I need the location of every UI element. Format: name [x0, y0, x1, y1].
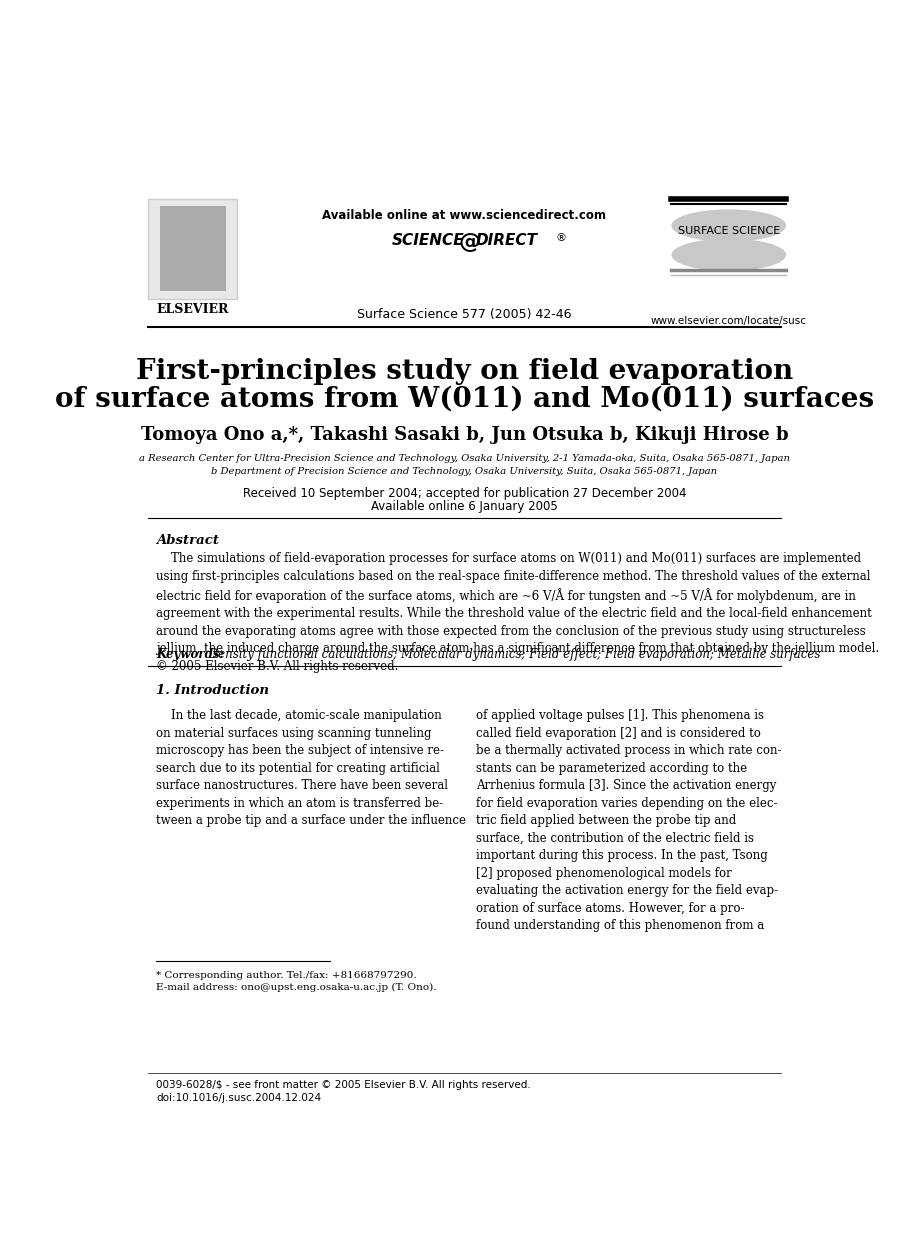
Text: www.elsevier.com/locate/susc: www.elsevier.com/locate/susc: [650, 317, 806, 327]
Text: ELSEVIER: ELSEVIER: [156, 302, 229, 316]
Text: Keywords:: Keywords:: [156, 647, 224, 661]
Text: ®: ®: [555, 233, 566, 243]
Text: of surface atoms from W(011) and Mo(011) surfaces: of surface atoms from W(011) and Mo(011)…: [55, 386, 874, 412]
Text: 1. Introduction: 1. Introduction: [156, 683, 269, 697]
Text: Abstract: Abstract: [156, 534, 219, 546]
Text: doi:10.1016/j.susc.2004.12.024: doi:10.1016/j.susc.2004.12.024: [156, 1093, 321, 1103]
Text: DIRECT: DIRECT: [475, 233, 537, 249]
Text: * Corresponding author. Tel./fax: +81668797290.: * Corresponding author. Tel./fax: +81668…: [156, 971, 416, 980]
Bar: [148, 198, 238, 298]
Text: E-mail address: ono@upst.eng.osaka-u.ac.jp (T. Ono).: E-mail address: ono@upst.eng.osaka-u.ac.…: [156, 983, 436, 992]
Text: Surface Science 577 (2005) 42-46: Surface Science 577 (2005) 42-46: [357, 308, 571, 321]
Text: b Department of Precision Science and Technology, Osaka University, Suita, Osaka: b Department of Precision Science and Te…: [211, 467, 717, 475]
Text: Received 10 September 2004; accepted for publication 27 December 2004: Received 10 September 2004; accepted for…: [243, 488, 687, 500]
Text: SCIENCE: SCIENCE: [392, 233, 464, 249]
Text: The simulations of field-evaporation processes for surface atoms on W(011) and M: The simulations of field-evaporation pro…: [156, 552, 879, 672]
Text: SURFACE SCIENCE: SURFACE SCIENCE: [678, 227, 780, 236]
Ellipse shape: [671, 239, 786, 271]
Text: of applied voltage pulses [1]. This phenomena is
called field evaporation [2] an: of applied voltage pulses [1]. This phen…: [476, 709, 782, 932]
Text: Density functional calculations; Molecular dynamics; Field effect; Field evapora: Density functional calculations; Molecul…: [205, 647, 820, 661]
Text: 0039-6028/$ - see front matter © 2005 Elsevier B.V. All rights reserved.: 0039-6028/$ - see front matter © 2005 El…: [156, 1081, 531, 1091]
Text: In the last decade, atomic-scale manipulation
on material surfaces using scannin: In the last decade, atomic-scale manipul…: [156, 709, 466, 827]
Bar: [160, 207, 226, 291]
Text: Available online 6 January 2005: Available online 6 January 2005: [371, 500, 558, 513]
Text: Tomoya Ono a,*, Takashi Sasaki b, Jun Otsuka b, Kikuji Hirose b: Tomoya Ono a,*, Takashi Sasaki b, Jun Ot…: [141, 426, 788, 443]
Ellipse shape: [671, 209, 786, 241]
Text: First-principles study on field evaporation: First-principles study on field evaporat…: [136, 358, 793, 385]
Text: Available online at www.sciencedirect.com: Available online at www.sciencedirect.co…: [323, 209, 607, 222]
Text: @: @: [459, 232, 481, 251]
Text: a Research Center for Ultra-Precision Science and Technology, Osaka University, : a Research Center for Ultra-Precision Sc…: [139, 454, 790, 463]
